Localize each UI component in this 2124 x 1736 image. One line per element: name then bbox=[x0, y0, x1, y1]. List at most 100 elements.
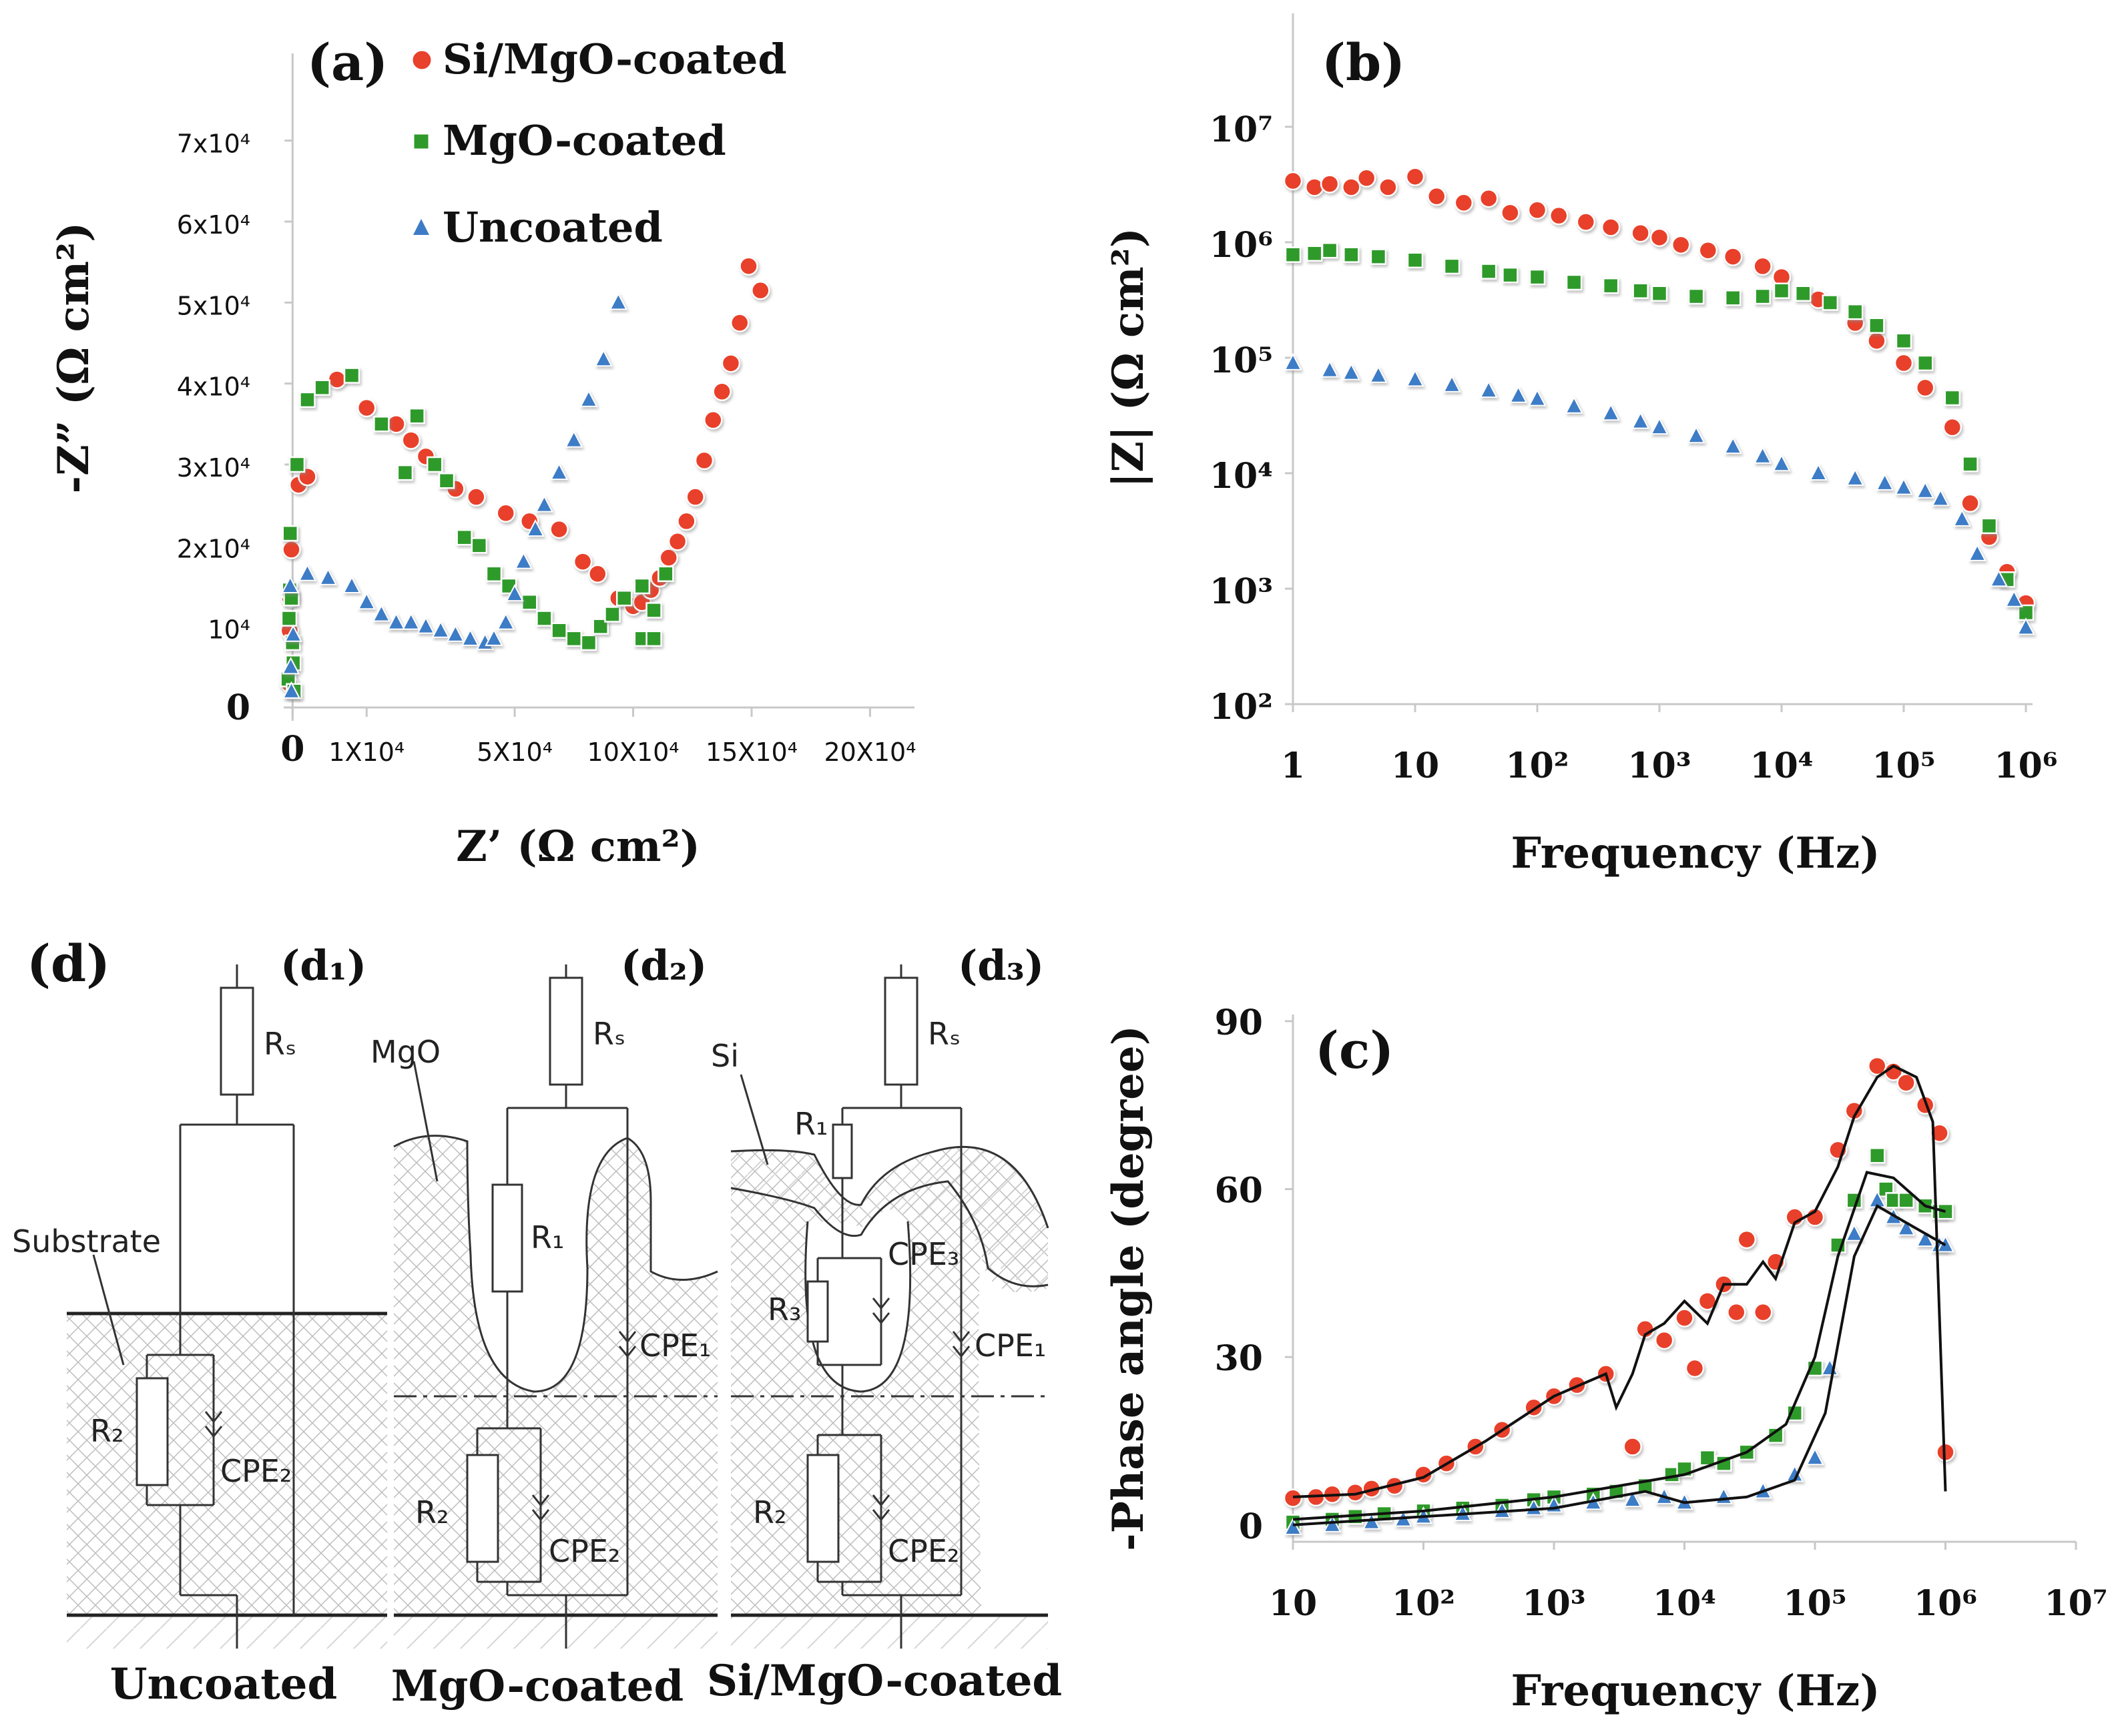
resistor-r1-d2 bbox=[491, 1183, 523, 1293]
label-r3-d3: R₃ bbox=[768, 1291, 801, 1328]
cpe2-symbol-d3 bbox=[872, 1494, 890, 1522]
bode-phase-x-tick-label: 10² bbox=[1392, 1583, 1455, 1624]
si-mgo-pore-region bbox=[805, 1209, 910, 1392]
bode-phase-point-mgo bbox=[1699, 1449, 1716, 1466]
label-cpe2-d2: CPE₂ bbox=[549, 1533, 620, 1569]
nyquist-point-uncoated bbox=[485, 628, 503, 646]
bode-modulus-point-si-mgo bbox=[1576, 212, 1596, 232]
nyquist-point-uncoated bbox=[281, 575, 300, 593]
bode-modulus-point-mgo bbox=[1370, 248, 1387, 265]
label-cpe2-d1: CPE₂ bbox=[220, 1453, 292, 1489]
bode-modulus-y-tick-label: 10⁴ bbox=[1210, 456, 1273, 497]
bode-phase-point-si-mgo bbox=[1896, 1073, 1916, 1093]
nyquist-point-uncoated bbox=[342, 575, 361, 593]
substrate-base-hatch-d3 bbox=[731, 1615, 1048, 1649]
bode-modulus-point-uncoated bbox=[2005, 589, 2023, 607]
bode-modulus-point-mgo bbox=[1565, 274, 1583, 291]
bode-modulus-point-uncoated bbox=[1601, 403, 1620, 421]
nyquist-point-uncoated bbox=[461, 628, 480, 646]
nyquist-point-uncoated bbox=[594, 349, 613, 367]
nyquist-point-si-mgo bbox=[386, 414, 406, 434]
legend-label-si-mgo: Si/MgO-coated bbox=[443, 35, 787, 83]
bode-modulus-point-mgo bbox=[1773, 282, 1790, 299]
bode-modulus-point-uncoated bbox=[1342, 362, 1360, 380]
caption-si-mgo: Si/MgO-coated bbox=[707, 1656, 1062, 1706]
bode-modulus-point-mgo bbox=[1962, 456, 1978, 473]
bode-modulus-point-uncoated bbox=[1528, 388, 1547, 406]
nyquist-point-uncoated bbox=[431, 620, 450, 638]
label-mgo: MgO bbox=[370, 1034, 441, 1070]
nyquist-point-uncoated bbox=[281, 657, 300, 675]
bode-modulus-point-mgo bbox=[1480, 263, 1497, 280]
nyquist-point-si-mgo bbox=[730, 313, 750, 332]
bode-modulus-point-si-mgo bbox=[1601, 218, 1621, 237]
nyquist-point-mgo bbox=[343, 367, 360, 384]
nyquist-point-mgo bbox=[521, 594, 538, 611]
bode-phase-x-tick-label: 10⁴ bbox=[1653, 1583, 1716, 1624]
resistor-r3-d3 bbox=[806, 1280, 829, 1343]
nyquist-point-uncoated bbox=[372, 604, 391, 622]
bode-modulus-point-mgo bbox=[1443, 258, 1461, 275]
label-cpe1-d3: CPE₁ bbox=[975, 1328, 1046, 1364]
label-cpe2-d3: CPE₂ bbox=[888, 1533, 959, 1569]
caption-uncoated: Uncoated bbox=[110, 1659, 338, 1709]
bode-modulus-point-si-mgo bbox=[1915, 378, 1935, 398]
bode-modulus-point-si-mgo bbox=[1753, 256, 1772, 276]
cpe2-symbol-d1 bbox=[204, 1411, 223, 1438]
nyquist-legend: Si/MgO-coated MgO-coated Uncoated bbox=[411, 35, 787, 252]
legend-label-mgo: MgO-coated bbox=[443, 116, 726, 165]
bode-phase-point-uncoated bbox=[1714, 1486, 1734, 1504]
cpe1-symbol-d2 bbox=[618, 1331, 637, 1358]
nyquist-point-mgo bbox=[604, 606, 621, 623]
bode-phase-series-si-mgo bbox=[1283, 1056, 1955, 1508]
bode-modulus-series-mgo bbox=[1284, 242, 2035, 621]
nyquist-point-uncoated bbox=[505, 583, 524, 602]
bode-modulus-point-uncoated bbox=[1754, 446, 1772, 464]
nyquist-x-tick-label: 1X10⁴ bbox=[328, 738, 405, 767]
bode-modulus-point-uncoated bbox=[1772, 454, 1791, 472]
bode-phase-x-title: Frequency (Hz) bbox=[1511, 1666, 1880, 1716]
nyquist-y-tick-label: 4x10⁴ bbox=[177, 372, 250, 402]
nyquist-point-mgo bbox=[438, 473, 455, 489]
cpe3-symbol-d3 bbox=[872, 1297, 890, 1325]
bode-phase-y-title: -Phase angle (degree) bbox=[1103, 1025, 1153, 1551]
bode-modulus-point-uncoated bbox=[1894, 477, 1913, 495]
bode-modulus-point-mgo bbox=[1944, 389, 1961, 406]
bode-phase-point-mgo bbox=[1869, 1147, 1886, 1164]
nyquist-point-uncoated bbox=[318, 567, 338, 585]
bode-modulus-y-tick-label: 10⁷ bbox=[1210, 109, 1273, 150]
nyquist-series-uncoated bbox=[281, 292, 627, 699]
nyquist-point-uncoated bbox=[565, 430, 583, 448]
nyquist-x-tick-label: 0 bbox=[280, 729, 304, 770]
nyquist-point-uncoated bbox=[446, 624, 465, 642]
nyquist-x-tick-label: 20X10⁴ bbox=[824, 738, 916, 767]
nyquist-x-tick-label: 15X10⁴ bbox=[706, 738, 798, 767]
nyquist-point-mgo bbox=[551, 622, 567, 639]
bode-modulus-y-title: |Z| (Ω cm²) bbox=[1103, 228, 1153, 488]
nyquist-point-si-mgo bbox=[327, 370, 347, 389]
bode-modulus-point-si-mgo bbox=[1320, 174, 1340, 194]
bode-modulus-panel: (b) |Z| (Ω cm²) Frequency (Hz) 1 10 10² 10³… bbox=[1103, 13, 2058, 878]
bode-modulus-point-mgo bbox=[1868, 317, 1885, 334]
label-r2-d3: R₂ bbox=[753, 1494, 786, 1530]
nyquist-point-mgo bbox=[633, 577, 651, 595]
nyquist-point-si-mgo bbox=[467, 487, 486, 507]
nyquist-point-mgo bbox=[280, 610, 298, 627]
cpe2-symbol-d2 bbox=[531, 1494, 550, 1522]
bode-phase-point-uncoated bbox=[1284, 1517, 1302, 1536]
bode-phase-point-si-mgo bbox=[1283, 1488, 1303, 1508]
legend-marker-mgo bbox=[412, 132, 431, 151]
nyquist-point-si-mgo bbox=[282, 540, 301, 559]
nyquist-point-uncoated bbox=[514, 551, 533, 569]
nyquist-point-uncoated bbox=[417, 616, 435, 634]
nyquist-y-tick-label: 5x10⁴ bbox=[177, 291, 250, 320]
nyquist-point-uncoated bbox=[298, 563, 317, 581]
bode-modulus-point-mgo bbox=[1502, 266, 1519, 284]
panel-a-label: (a) bbox=[307, 33, 388, 92]
label-rs-d2: Rₛ bbox=[593, 1016, 625, 1052]
bode-phase-x-tick-label: 10⁶ bbox=[1914, 1583, 1977, 1624]
circuits-panel: (d) (d₁) Rₛ R₂ CPE₂ Substrate Uncoated bbox=[12, 934, 1062, 1711]
bode-phase-point-si-mgo bbox=[1930, 1123, 1949, 1143]
bode-phase-point-si-mgo bbox=[1753, 1302, 1773, 1322]
